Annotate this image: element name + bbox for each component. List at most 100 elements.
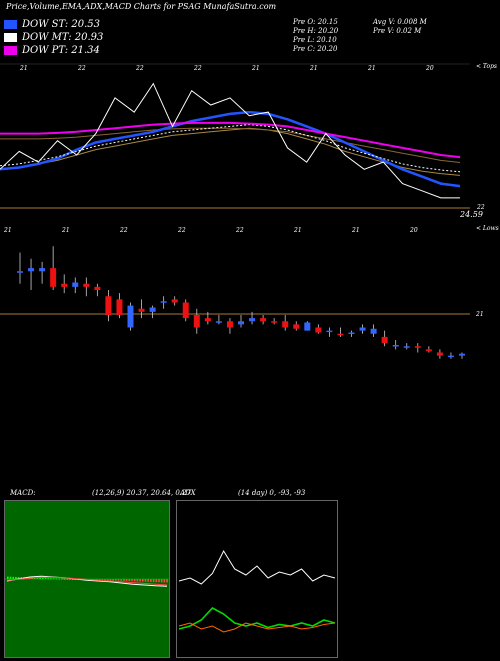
- macd-histogram-bar: [139, 579, 141, 582]
- candle-body: [326, 330, 333, 333]
- upper-series-close: [0, 82, 460, 199]
- candle-body: [436, 352, 443, 356]
- adx-series-adx: [178, 607, 336, 630]
- macd-histogram-bar: [66, 578, 68, 580]
- macd-histogram-bar: [147, 579, 149, 582]
- candle-body: [271, 321, 278, 323]
- upper-tick-label: 22: [193, 65, 202, 72]
- macd-histogram-bar: [39, 577, 41, 579]
- macd-histogram-bar: [158, 579, 160, 583]
- macd-histogram-bar: [160, 579, 163, 583]
- candle-body: [204, 318, 211, 322]
- adx-plot: [178, 549, 336, 633]
- macd-histogram-bar: [63, 578, 66, 580]
- macd-histogram-bar: [15, 576, 17, 579]
- macd-histogram-bar: [112, 579, 114, 581]
- macd-histogram-bar: [115, 579, 117, 581]
- info-pre-high: Pre H: 20.20: [293, 27, 339, 35]
- macd-histogram-bar: [144, 579, 147, 582]
- candle-body: [293, 324, 300, 329]
- macd-values: (12,26,9) 20.37, 20.64, 0.27: [92, 489, 191, 497]
- info-pre-low: Pre L: 20.10: [293, 36, 337, 44]
- macd-histogram-bar: [50, 578, 52, 580]
- macd-histogram-bar: [117, 579, 120, 581]
- price-tick-label: 22: [119, 227, 128, 234]
- candle-body: [447, 355, 454, 358]
- macd-histogram-bar: [155, 579, 158, 583]
- macd-histogram-bar: [128, 579, 131, 582]
- upper-tick-label: 21: [309, 65, 318, 72]
- candle-body: [28, 268, 35, 272]
- macd-histogram-bar: [152, 579, 155, 582]
- candle-body: [425, 349, 432, 352]
- info-pre-close: Pre C: 20.20: [293, 45, 338, 53]
- price-tick-label: 22: [235, 227, 244, 234]
- adx-series-di: [178, 622, 336, 633]
- legend-dow-mt: DOW MT: 20.93: [4, 31, 103, 43]
- candle-body: [348, 332, 355, 334]
- candle-body: [94, 286, 101, 290]
- macd-histogram-bar: [131, 579, 133, 582]
- level-upper-small-label: 22: [477, 204, 485, 211]
- legend-dow-pt: DOW PT: 21.34: [4, 44, 100, 56]
- macd-histogram-bar: [101, 579, 104, 581]
- candle-body: [17, 271, 23, 273]
- adx-values: (14 day) 0, -93, -93: [238, 489, 306, 497]
- price-tick-label: 22: [177, 227, 186, 234]
- macd-histogram-bar: [61, 578, 63, 580]
- upper-tick-label: 22: [77, 65, 86, 72]
- upper-series-dow-pt: [0, 121, 461, 159]
- candle-body: [215, 321, 222, 323]
- candle-body: [304, 322, 311, 331]
- price-panel: 21 21 22 22 22 21 21 20: [0, 227, 470, 359]
- candle-body: [182, 302, 189, 319]
- candle-body: [171, 299, 178, 303]
- macd-label: MACD:: [10, 489, 36, 497]
- adx-label: ADX: [180, 489, 196, 497]
- lows-label: < Lows: [476, 225, 499, 232]
- candle-body: [226, 321, 233, 328]
- macd-histogram-bar: [136, 579, 139, 582]
- macd-plot: [5, 575, 169, 587]
- adx-series-di: [178, 549, 336, 585]
- legend-label-mt: DOW MT: 20.93: [22, 31, 104, 43]
- price-tick-label: 21: [61, 227, 70, 234]
- candle-body: [116, 299, 123, 315]
- price-tick-label: 21: [351, 227, 360, 234]
- level-upper-label: 24.59: [460, 210, 483, 219]
- macd-series-signal: [6, 576, 168, 586]
- candle-body: [127, 305, 134, 328]
- candle-body: [414, 346, 421, 348]
- macd-histogram-bar: [71, 579, 74, 580]
- macd-histogram-bar: [133, 579, 136, 582]
- price-tick-label: 21: [293, 227, 302, 234]
- upper-ema-tan-line: [0, 127, 461, 176]
- candle-body: [370, 328, 377, 334]
- macd-histogram-bar: [55, 578, 58, 580]
- legend-label-pt: DOW PT: 21.34: [22, 44, 100, 56]
- candle-body: [193, 315, 200, 328]
- candle-body: [39, 268, 46, 272]
- macd-histogram-bar: [42, 577, 44, 579]
- macd-histogram-bar: [47, 578, 50, 580]
- macd-series-macd: [6, 575, 168, 587]
- candle-body: [105, 296, 112, 315]
- legend-swatch-st: [4, 19, 17, 29]
- legend-dow-st: DOW ST: 20.53: [4, 18, 100, 30]
- legend-label-st: DOW ST: 20.53: [22, 18, 101, 30]
- macd-histogram-bar: [120, 579, 122, 581]
- candle-body: [403, 346, 410, 348]
- candle-body: [238, 321, 244, 325]
- candle-body: [282, 321, 289, 328]
- macd-histogram-bar: [17, 577, 20, 579]
- macd-histogram-bar: [104, 579, 106, 581]
- macd-histogram-bar: [96, 579, 98, 580]
- chart-title: Price,Volume,EMA,ADX,MACD Charts for PSA…: [6, 2, 277, 11]
- candle-body: [72, 282, 79, 287]
- macd-panel: [4, 500, 170, 658]
- price-tick-label: 21: [3, 227, 12, 234]
- upper-series-dow-mt: [0, 124, 461, 173]
- upper-tick-label: 20: [425, 65, 434, 72]
- macd-histogram-bar: [163, 579, 166, 583]
- macd-histogram-bar: [109, 579, 112, 581]
